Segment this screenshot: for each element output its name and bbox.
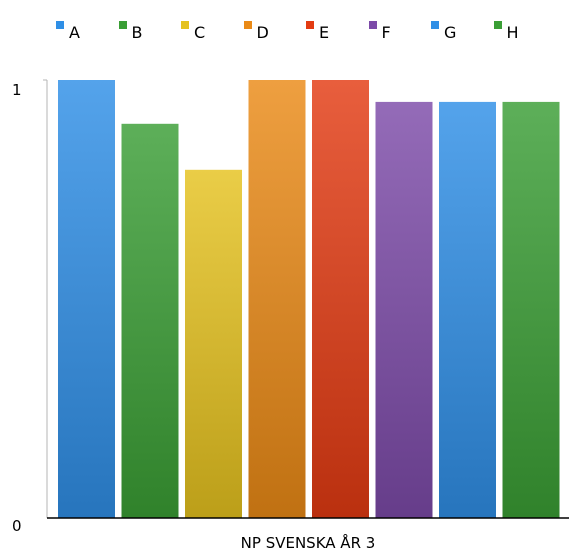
legend-swatch-e [306, 21, 314, 29]
legend-item-g: G [431, 18, 456, 42]
x-axis-title: NP SVENSKA ÅR 3 [241, 533, 376, 552]
bar-d [248, 80, 306, 518]
legend: A B C D E F G H [0, 18, 569, 42]
legend-item-c: C [181, 18, 205, 42]
legend-item-f: F [368, 18, 391, 42]
bar-c [185, 169, 242, 519]
legend-swatch-d [243, 21, 252, 29]
y-tick-label-min: 0 [12, 517, 22, 535]
legend-label-c: C [194, 23, 206, 42]
legend-swatch-h [493, 21, 502, 29]
legend-item-h: H [493, 18, 519, 42]
bar-h [502, 101, 560, 519]
legend-label-b: B [131, 23, 143, 42]
bar-g [439, 101, 496, 519]
legend-item-e: E [306, 18, 329, 42]
legend-label-f: F [381, 23, 391, 42]
legend-swatch-a [56, 21, 64, 29]
bar-f [375, 101, 433, 519]
bars-group [58, 80, 560, 519]
legend-item-b: B [118, 18, 143, 42]
bar-a [58, 80, 115, 518]
legend-swatch-c [181, 21, 189, 29]
legend-label-e: E [319, 23, 330, 42]
legend-swatch-g [431, 21, 439, 29]
legend-label-h: H [506, 23, 519, 42]
legend-label-a: A [69, 23, 80, 42]
legend-item-d: D [243, 18, 269, 42]
legend-swatch-b [118, 21, 127, 29]
bar-b [121, 123, 179, 519]
bar-e [312, 80, 369, 518]
legend-item-a: A [56, 18, 80, 42]
legend-label-d: D [256, 23, 269, 42]
legend-swatch-f [368, 21, 377, 29]
legend-label-g: G [444, 23, 457, 42]
y-tick-label-max: 1 [12, 81, 22, 99]
